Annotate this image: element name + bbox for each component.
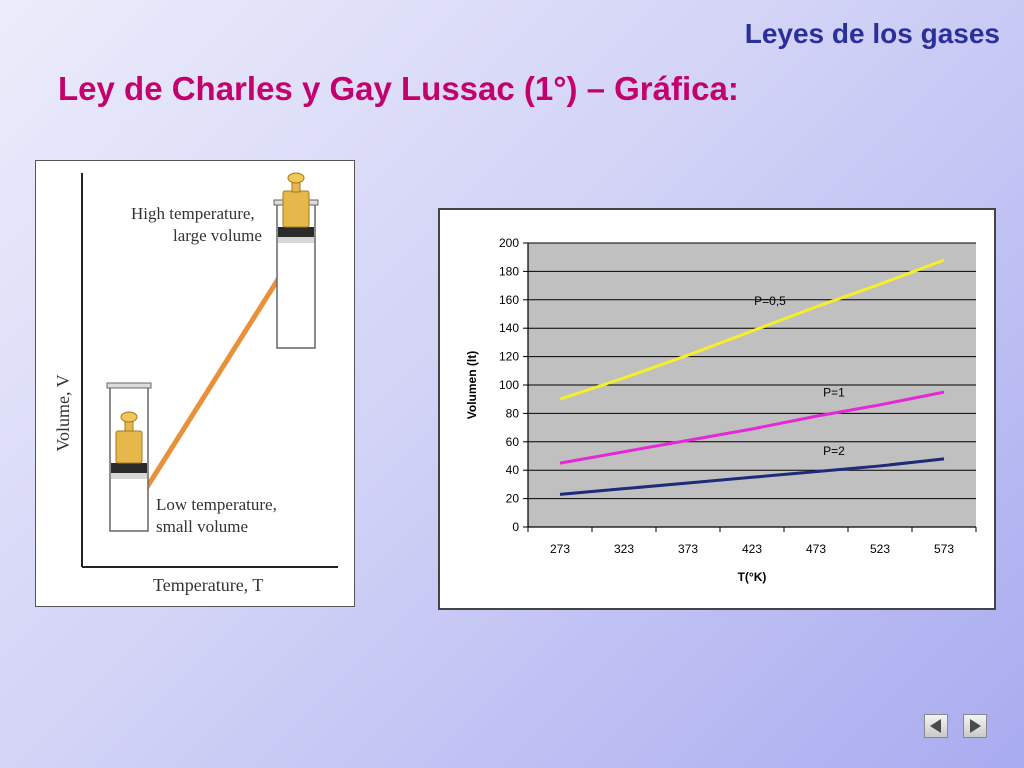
series-line-1 — [559, 258, 945, 401]
triangle-left-icon — [930, 719, 941, 733]
slide-title: Ley de Charles y Gay Lussac (1°) – Gráfi… — [58, 70, 739, 107]
chart-x-axis-label: T(°K) — [738, 570, 767, 584]
y-tick-label: 80 — [506, 406, 520, 420]
x-tick-label: 423 — [742, 542, 762, 556]
high-temp-label-line2: large volume — [173, 226, 262, 245]
y-tick-label: 200 — [499, 236, 519, 250]
series-label: P=2 — [823, 444, 845, 458]
x-tick-label: 523 — [870, 542, 890, 556]
chart-canvas: 0 20 40 60 80 100 120 140 160 180 200 273 323 373 423… — [465, 236, 977, 584]
volume-temperature-line — [129, 251, 297, 514]
chart-gridlines — [528, 242, 976, 528]
high-temperature-cylinder — [273, 172, 319, 349]
y-tick-label: 20 — [506, 492, 520, 506]
x-tick-label: 273 — [550, 542, 570, 556]
high-temp-label-line1: High temperature, — [131, 204, 255, 223]
y-tick-label: 120 — [499, 350, 519, 364]
low-temperature-cylinder — [106, 382, 152, 532]
chart-axes — [523, 242, 977, 532]
y-tick-label: 160 — [499, 293, 519, 307]
illustration-x-label: Temperature, T — [153, 575, 263, 595]
series-label: P=1 — [823, 386, 845, 400]
previous-slide-button[interactable] — [924, 714, 948, 738]
illustration-y-label: Volume, V — [53, 374, 73, 451]
y-tick-label: 100 — [499, 378, 519, 392]
next-slide-button[interactable] — [963, 714, 987, 738]
x-tick-label: 323 — [614, 542, 634, 556]
y-tick-label: 140 — [499, 321, 519, 335]
triangle-right-icon — [970, 719, 981, 733]
series-line-3 — [559, 457, 945, 496]
y-tick-label: 180 — [499, 264, 519, 278]
charles-law-illustration: High temperature, large volume Low tempe… — [35, 160, 355, 607]
section-title: Leyes de los gases — [744, 18, 1000, 49]
series-labels: P=0,5 P=1 P=2 — [754, 294, 845, 458]
volume-temperature-chart: 0 20 40 60 80 100 120 140 160 180 200 273 323 373 423… — [438, 208, 996, 610]
series-line-2 — [559, 390, 945, 465]
series-label: P=0,5 — [754, 294, 786, 308]
illustration-canvas: High temperature, large volume Low tempe… — [53, 172, 338, 595]
x-tick-label: 573 — [934, 542, 954, 556]
x-tick-label: 373 — [678, 542, 698, 556]
chart-y-axis-label: Volumen (lt) — [465, 351, 479, 419]
low-temp-label-line2: small volume — [156, 517, 248, 536]
x-tick-labels: 273 323 373 423 473 523 573 — [550, 542, 954, 556]
x-tick-label: 473 — [806, 542, 826, 556]
y-tick-label: 0 — [512, 520, 519, 534]
y-tick-labels: 0 20 40 60 80 100 120 140 160 180 200 — [499, 236, 519, 534]
low-temp-label-line1: Low temperature, — [156, 495, 277, 514]
chart-series — [559, 258, 945, 496]
y-tick-label: 60 — [506, 435, 520, 449]
y-tick-label: 40 — [506, 463, 520, 477]
